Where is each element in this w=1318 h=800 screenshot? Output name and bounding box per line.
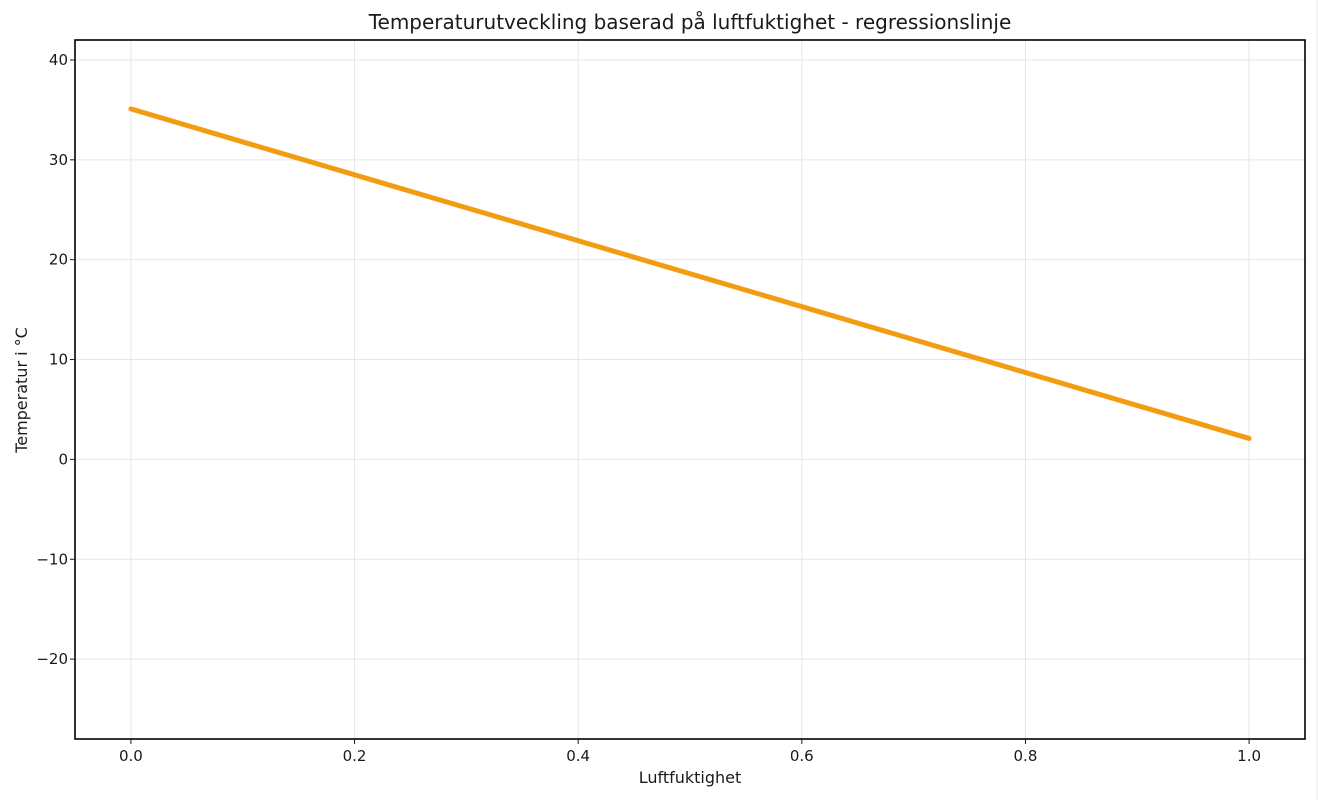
regression-line — [128, 106, 1252, 441]
y-tick-label: 40 — [49, 51, 68, 69]
y-tick-label: 30 — [49, 151, 68, 169]
x-tick-label: 0.4 — [566, 747, 590, 765]
y-tick-label: −10 — [36, 550, 68, 568]
right-edge-strip — [1316, 0, 1318, 800]
x-tick-label: 1.0 — [1237, 747, 1261, 765]
chart-title: Temperaturutveckling baserad på luftfukt… — [368, 10, 1012, 34]
x-tick-label: 0.0 — [119, 747, 143, 765]
series-layer — [128, 106, 1252, 441]
plot-frame — [74, 39, 1306, 740]
x-tick-label: 0.2 — [343, 747, 367, 765]
y-tick-label: 0 — [58, 450, 68, 468]
y-tick-label: −20 — [36, 650, 68, 668]
y-tick-label: 10 — [49, 351, 68, 369]
x-tick-label: 0.8 — [1014, 747, 1038, 765]
x-axis-label: Luftfuktighet — [639, 768, 742, 787]
grid-layer — [75, 40, 1305, 739]
x-tick-label: 0.6 — [790, 747, 814, 765]
tick-layer: 0.0 0.2 0.4 0.6 0.8 1.0 −20 −10 0 10 20 30 40 — [36, 51, 1261, 765]
y-tick-label: 20 — [49, 251, 68, 269]
y-axis-label: Temperatur i °C — [12, 327, 31, 454]
